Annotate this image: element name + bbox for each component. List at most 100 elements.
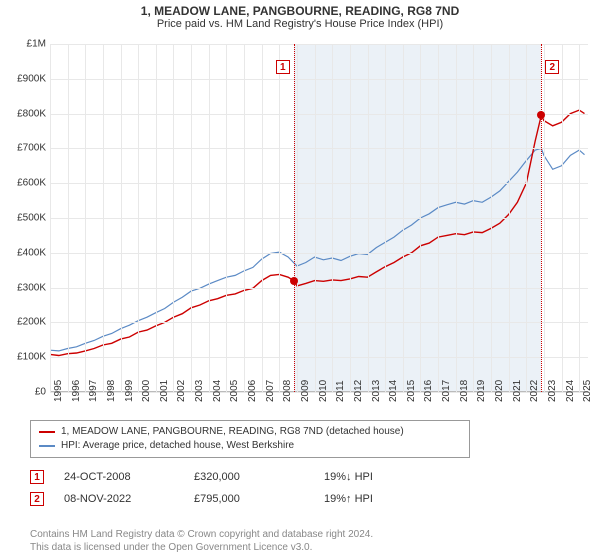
event-marker-badge: 1 — [276, 60, 290, 74]
event-date: 24-OCT-2008 — [64, 471, 194, 483]
x-tick-label: 2024 — [565, 380, 576, 402]
gridline-v — [332, 44, 333, 392]
event-suffix: HPI — [355, 471, 373, 483]
gridline-h — [50, 114, 588, 115]
event-pct: 19% — [324, 471, 346, 483]
x-tick-label: 1997 — [88, 380, 99, 402]
legend-item: 1, MEADOW LANE, PANGBOURNE, READING, RG8… — [39, 425, 461, 439]
y-tick-label: £600K — [2, 178, 46, 189]
event-badge: 1 — [30, 470, 44, 484]
arrow-up-icon: ↑ — [346, 493, 352, 505]
legend: 1, MEADOW LANE, PANGBOURNE, READING, RG8… — [30, 420, 470, 458]
gridline-v — [350, 44, 351, 392]
gridline-v — [191, 44, 192, 392]
event-dot — [537, 111, 545, 119]
y-tick-label: £300K — [2, 282, 46, 293]
legend-swatch-property — [39, 431, 55, 433]
event-price: £795,000 — [194, 493, 324, 505]
event-dot — [290, 277, 298, 285]
x-tick-label: 2022 — [529, 380, 540, 402]
gridline-h — [50, 79, 588, 80]
legend-label: 1, MEADOW LANE, PANGBOURNE, READING, RG8… — [61, 425, 404, 439]
x-tick-label: 2010 — [318, 380, 329, 402]
x-tick-label: 2016 — [423, 380, 434, 402]
y-tick-label: £700K — [2, 143, 46, 154]
gridline-v — [315, 44, 316, 392]
x-tick-label: 2008 — [282, 380, 293, 402]
event-suffix: HPI — [355, 493, 373, 505]
gridline-v — [262, 44, 263, 392]
x-tick-label: 2023 — [547, 380, 558, 402]
gridline-v — [438, 44, 439, 392]
gridline-v — [420, 44, 421, 392]
gridline-v — [473, 44, 474, 392]
gridline-v — [385, 44, 386, 392]
gridline-v — [297, 44, 298, 392]
gridline-h — [50, 253, 588, 254]
gridline-v — [103, 44, 104, 392]
y-tick-label: £800K — [2, 108, 46, 119]
gridline-v — [544, 44, 545, 392]
x-tick-label: 2012 — [353, 380, 364, 402]
event-badge: 2 — [30, 492, 44, 506]
gridline-h — [50, 183, 588, 184]
gridline-v — [368, 44, 369, 392]
gridline-v — [121, 44, 122, 392]
x-tick-label: 2018 — [459, 380, 470, 402]
event-date: 08-NOV-2022 — [64, 493, 194, 505]
y-tick-label: £100K — [2, 352, 46, 363]
x-tick-label: 2020 — [494, 380, 505, 402]
x-tick-label: 1999 — [124, 380, 135, 402]
y-tick-label: £400K — [2, 247, 46, 258]
event-price: £320,000 — [194, 471, 324, 483]
plot-area: £0£100K£200K£300K£400K£500K£600K£700K£80… — [50, 44, 588, 392]
gridline-v — [491, 44, 492, 392]
x-tick-label: 2019 — [476, 380, 487, 402]
chart-subtitle: Price paid vs. HM Land Registry's House … — [0, 18, 600, 34]
x-tick-label: 2004 — [212, 380, 223, 402]
footer: Contains HM Land Registry data © Crown c… — [30, 528, 373, 554]
legend-label: HPI: Average price, detached house, West… — [61, 439, 294, 453]
legend-swatch-hpi — [39, 445, 55, 447]
y-tick-label: £200K — [2, 317, 46, 328]
gridline-v — [279, 44, 280, 392]
gridline-v — [579, 44, 580, 392]
x-tick-label: 2015 — [406, 380, 417, 402]
gridline-v — [526, 44, 527, 392]
footer-line-1: Contains HM Land Registry data © Crown c… — [30, 529, 373, 540]
events-table: 1 24-OCT-2008 £320,000 19% ↓ HPI 2 08-NO… — [30, 466, 373, 510]
event-pct: 19% — [324, 493, 346, 505]
gridline-v — [85, 44, 86, 392]
gridline-v — [456, 44, 457, 392]
hpi-line — [50, 148, 585, 351]
x-tick-label: 2003 — [194, 380, 205, 402]
event-marker-badge: 2 — [545, 60, 559, 74]
event-row: 1 24-OCT-2008 £320,000 19% ↓ HPI — [30, 466, 373, 488]
gridline-h — [50, 218, 588, 219]
gridline-v — [562, 44, 563, 392]
x-tick-label: 2009 — [300, 380, 311, 402]
gridline-v — [209, 44, 210, 392]
event-vline — [294, 44, 295, 392]
footer-line-2: This data is licensed under the Open Gov… — [30, 542, 312, 553]
y-tick-label: £500K — [2, 213, 46, 224]
event-row: 2 08-NOV-2022 £795,000 19% ↑ HPI — [30, 488, 373, 510]
x-tick-label: 2025 — [582, 380, 593, 402]
x-tick-label: 2014 — [388, 380, 399, 402]
y-tick-label: £0 — [2, 387, 46, 398]
gridline-h — [50, 44, 588, 45]
x-tick-label: 1998 — [106, 380, 117, 402]
gridline-v — [138, 44, 139, 392]
gridline-v — [403, 44, 404, 392]
x-tick-label: 2021 — [512, 380, 523, 402]
gridline-h — [50, 357, 588, 358]
legend-item: HPI: Average price, detached house, West… — [39, 439, 461, 453]
gridline-v — [173, 44, 174, 392]
gridline-v — [68, 44, 69, 392]
chart-title: 1, MEADOW LANE, PANGBOURNE, READING, RG8… — [0, 0, 600, 18]
x-tick-label: 2013 — [371, 380, 382, 402]
gridline-v — [509, 44, 510, 392]
x-tick-label: 2006 — [247, 380, 258, 402]
x-tick-label: 2017 — [441, 380, 452, 402]
x-tick-label: 1995 — [53, 380, 64, 402]
